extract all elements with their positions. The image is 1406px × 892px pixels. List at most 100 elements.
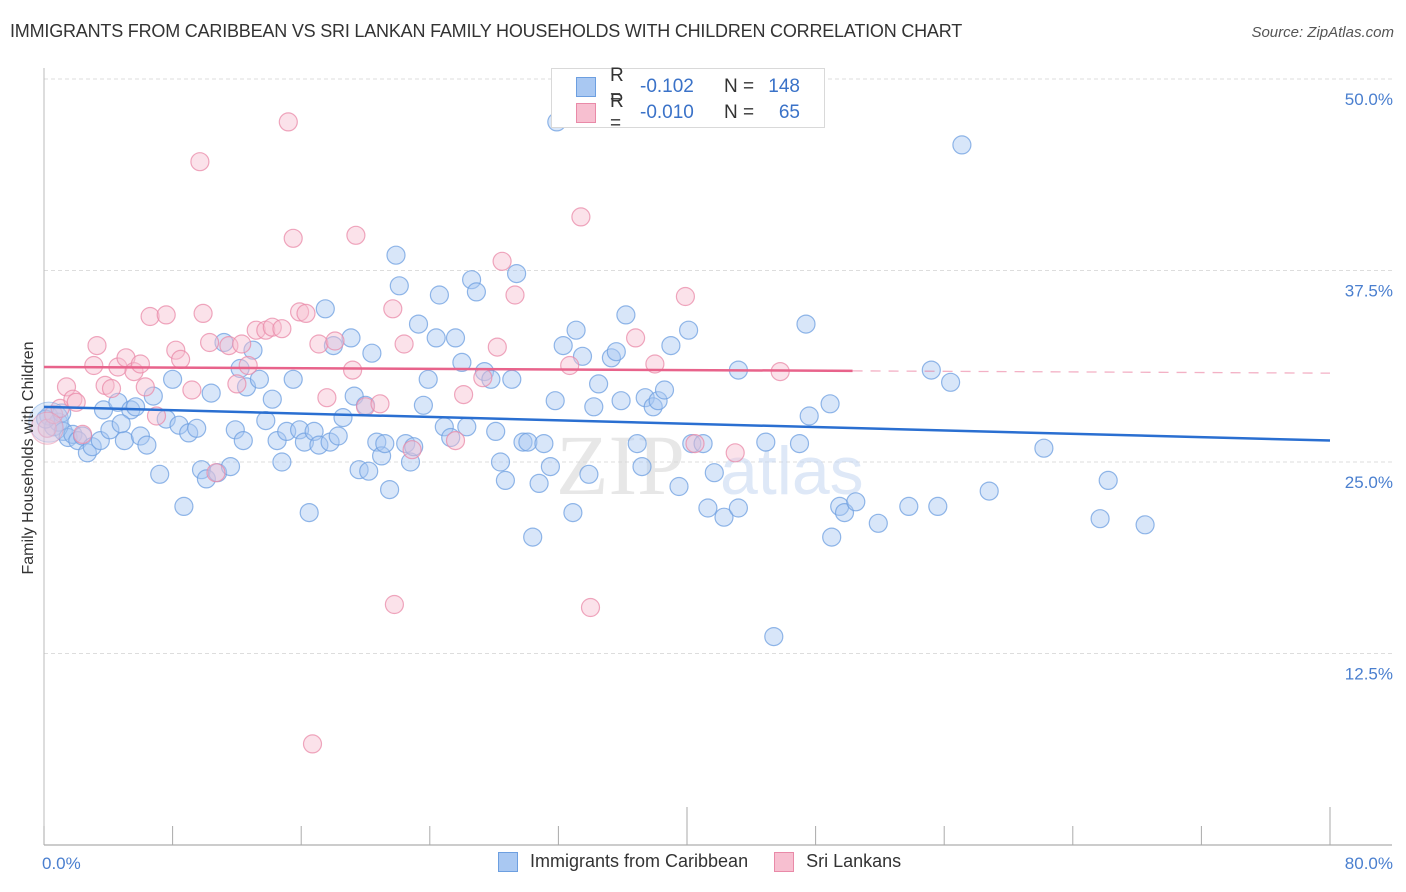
legend-item-caribbean[interactable]: Immigrants from Caribbean — [498, 851, 748, 872]
data-point — [529, 473, 549, 493]
data-point — [940, 372, 961, 392]
data-point — [796, 314, 816, 334]
n-value: 148 — [768, 76, 800, 97]
data-point — [249, 369, 269, 389]
data-point — [383, 299, 403, 319]
data-point — [822, 527, 842, 547]
data-point — [196, 469, 216, 489]
data-point — [190, 152, 210, 172]
data-point — [728, 498, 749, 518]
data-point — [545, 391, 565, 411]
data-point — [505, 285, 525, 305]
data-point — [921, 360, 941, 380]
data-point — [101, 378, 122, 399]
data-point — [243, 340, 263, 360]
data-point — [429, 285, 449, 305]
data-point — [56, 377, 77, 397]
data-point — [725, 443, 745, 463]
data-point — [135, 377, 155, 397]
data-point — [333, 408, 353, 428]
data-point — [272, 452, 292, 472]
data-point — [150, 464, 170, 484]
data-point — [678, 320, 699, 340]
data-point — [685, 434, 705, 454]
data-point — [506, 264, 527, 284]
data-point — [560, 355, 580, 376]
data-point — [553, 336, 573, 356]
data-point — [111, 414, 131, 434]
data-point — [1090, 509, 1110, 529]
source-credit: Source: ZipAtlas.com — [1251, 24, 1394, 41]
data-point — [408, 314, 429, 334]
data-point — [200, 332, 220, 353]
data-point — [661, 336, 681, 356]
data-point — [140, 306, 160, 327]
data-point — [394, 334, 414, 354]
y-axis-label: Family Households with Children — [20, 342, 37, 575]
data-point — [563, 502, 583, 523]
data-point — [328, 426, 348, 446]
data-point — [579, 464, 599, 484]
data-point — [625, 328, 646, 348]
legend-label-caribbean: Immigrants from Caribbean — [530, 851, 749, 871]
legend-swatch-caribbean — [576, 77, 596, 97]
chart-title: IMMIGRANTS FROM CARIBBEAN VS SRI LANKAN … — [10, 21, 963, 41]
data-point — [220, 457, 241, 477]
data-point — [130, 354, 150, 374]
data-point — [309, 334, 329, 354]
data-point — [174, 496, 194, 516]
data-point — [846, 492, 866, 512]
data-point — [262, 389, 282, 409]
data-point — [278, 112, 298, 132]
data-point — [384, 594, 404, 615]
data-point — [90, 431, 110, 451]
data-point — [362, 343, 382, 363]
data-point — [290, 420, 310, 440]
data-point — [632, 457, 652, 477]
data-point — [193, 303, 213, 323]
data-point — [606, 342, 626, 362]
watermark-zip: ZIP — [556, 417, 685, 513]
data-point — [714, 507, 734, 527]
data-point — [1034, 438, 1054, 458]
data-point — [389, 276, 409, 296]
data-point — [611, 391, 631, 411]
data-point — [413, 395, 433, 415]
data-point — [868, 513, 888, 533]
trend-line-sri-lankans — [43, 365, 853, 373]
series-caribbean — [35, 112, 1155, 647]
data-point — [272, 319, 292, 339]
legend-item-sri-lankans[interactable]: Sri Lankans — [774, 851, 901, 872]
data-point — [648, 391, 668, 411]
data-point — [349, 460, 369, 480]
data-points — [28, 112, 1155, 754]
data-point — [487, 337, 507, 357]
data-point — [201, 383, 221, 403]
n-label: N = — [724, 102, 755, 123]
data-point — [72, 424, 93, 444]
data-point — [386, 245, 406, 265]
data-point — [400, 452, 421, 472]
data-point — [359, 461, 379, 481]
n-label: N = — [724, 76, 755, 97]
data-point — [346, 225, 366, 245]
data-point — [341, 328, 361, 348]
tick-labels: 12.5% 25.0% 37.5% 50.0% 0.0% 80.0% — [42, 90, 1393, 873]
data-point — [84, 355, 104, 376]
data-point — [445, 431, 466, 451]
legend-label-sri-lankans: Sri Lankans — [806, 851, 902, 871]
data-point — [693, 434, 713, 454]
legend-swatch-sri-lankans — [774, 851, 795, 872]
data-point — [100, 420, 120, 440]
series-legend: Immigrants from Caribbean Sri Lankans — [498, 851, 927, 872]
data-point — [645, 354, 665, 374]
data-point-cluster — [30, 411, 64, 445]
r-value: -0.010 — [640, 102, 694, 123]
data-point — [584, 397, 604, 417]
watermark-atlas: atlas — [720, 433, 864, 509]
data-point — [166, 340, 186, 360]
data-point — [764, 626, 784, 647]
data-point — [375, 434, 395, 454]
y-tick-label: 25.0% — [1345, 473, 1393, 492]
data-point — [1135, 515, 1155, 535]
